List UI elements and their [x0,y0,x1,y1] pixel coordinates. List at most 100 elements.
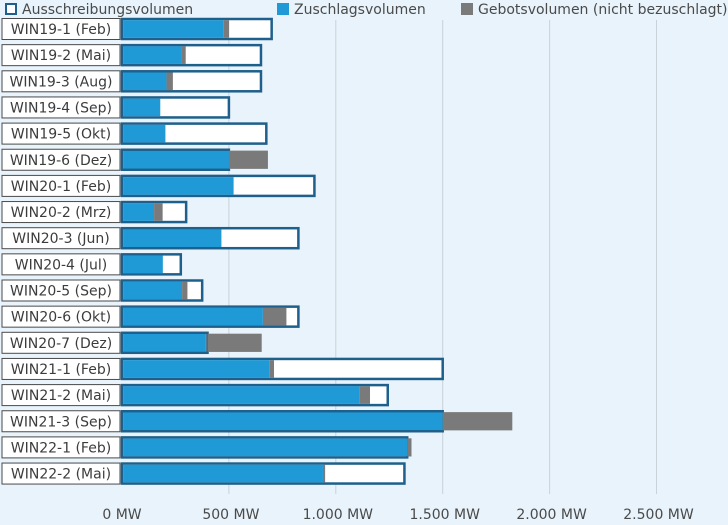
unawarded-bar-inner [166,72,173,91]
category-label-text: WIN20-1 (Feb) [11,179,111,195]
bar-group-5 [120,148,268,171]
bar-group-1 [120,43,263,67]
category-label-text: WIN20-5 (Sep) [10,284,112,300]
bar-group-7 [120,200,188,224]
category-label-2: WIN19-3 (Aug) [1,70,121,93]
x-tick-label-0: 0 MW [102,507,141,523]
category-label-11: WIN20-6 (Okt) [1,305,121,328]
category-label-text: WIN19-1 (Feb) [11,22,111,38]
category-label-14: WIN21-2 (Mai) [1,384,121,407]
awarded-bar [123,20,224,38]
awarded-bar [123,412,443,431]
legend-swatch-1 [277,3,289,15]
unawarded-bar-inner [269,360,275,378]
bar-group-3 [120,96,231,119]
category-label-text: WIN20-3 (Jun) [12,231,109,247]
category-label-box [1,436,121,459]
awarded-bar [123,386,360,404]
x-tick-label-3: 1.500 MW [409,507,480,523]
category-label-text: WIN20-6 (Okt) [11,310,111,326]
unawarded-bar-inner [182,281,188,300]
category-label-9: WIN20-4 (Jul) [1,253,121,276]
awarded-bar [123,307,263,326]
bar-group-0 [120,17,273,41]
unawarded-bar-inner [154,203,163,221]
category-label-box [1,227,121,250]
unawarded-bar-inner [359,386,371,404]
legend: Ausschreibungsvolumen Zuschlagsvolumen Geb… [5,2,728,18]
x-tick-label-2: 1.000 MW [303,507,374,523]
category-label-text: WIN19-3 (Aug) [10,74,113,90]
awarded-bar [123,360,270,378]
legend-swatch-0 [5,3,17,15]
category-label-box [1,201,121,224]
x-tick-label-1: 500 MW [202,507,259,523]
bar-group-12 [120,331,262,355]
category-label-box [1,122,121,145]
x-tick-label-4: 2.000 MW [516,507,587,523]
x-tick-label-5: 2.500 MW [623,507,694,523]
category-labels: WIN19-1 (Feb) WIN19-2 (Mai) WIN19-3 (Aug) W… [1,18,121,485]
category-label-0: WIN19-1 (Feb) [1,18,121,40]
category-label-13: WIN21-1 (Feb) [1,357,121,380]
category-label-17: WIN22-2 (Mai) [1,462,121,485]
awarded-bar [123,72,167,91]
bar-group-8 [120,226,300,250]
category-label-box [1,148,121,171]
bars [120,17,513,485]
awarded-bar [123,98,161,117]
awarded-bar [123,438,408,457]
category-label-box [1,357,121,380]
bar-group-13 [120,357,444,381]
category-label-text: WIN19-4 (Sep) [10,100,112,116]
category-label-text: WIN22-2 (Mai) [11,467,111,483]
category-label-12: WIN20-7 (Dez) [1,331,121,354]
category-label-box [1,305,121,328]
category-label-text: WIN20-2 (Mrz) [11,205,112,221]
unawarded-bar-outer [442,412,513,431]
bar-group-6 [120,174,316,198]
legend-swatch-2 [461,3,473,15]
category-label-1: WIN19-2 (Mai) [1,44,121,67]
unawarded-bar-inner [223,20,230,38]
category-label-16: WIN22-1 (Feb) [1,436,121,459]
category-label-box [1,44,121,67]
category-label-10: WIN20-5 (Sep) [1,279,121,302]
bar-group-2 [120,70,263,93]
category-label-box [1,96,121,119]
category-label-box [1,253,121,276]
awarded-bar [123,46,182,64]
category-label-text: WIN19-2 (Mai) [11,48,111,64]
category-label-5: WIN19-6 (Dez) [1,148,121,171]
category-label-text: WIN19-6 (Dez) [10,153,112,169]
category-label-box [1,462,121,485]
category-label-box [1,279,121,302]
category-label-6: WIN20-1 (Feb) [1,174,121,197]
bar-group-14 [120,383,390,407]
awarded-bar [123,203,155,221]
category-label-text: WIN20-7 (Dez) [10,336,112,352]
bar-group-11 [120,305,300,328]
bar-group-4 [120,122,268,145]
category-label-box [1,410,121,433]
category-label-box [1,174,121,197]
category-label-text: WIN20-4 (Jul) [15,257,107,273]
category-label-text: WIN19-5 (Okt) [11,127,111,143]
category-label-7: WIN20-2 (Mrz) [1,201,121,224]
category-label-box [1,70,121,93]
x-axis-ticks: 0 MW 500 MW 1.000 MW 1.500 MW 2.000 MW 2.500 … [102,507,694,523]
awarded-bar [123,464,323,483]
category-label-box [1,384,121,407]
category-label-4: WIN19-5 (Okt) [1,122,121,145]
bar-group-17 [120,462,406,485]
category-label-text: WIN21-2 (Mai) [11,388,111,404]
category-label-text: WIN22-1 (Feb) [11,440,111,456]
bar-group-10 [120,279,204,302]
legend-label-2: Gebotsvolumen (nicht bezuschlagt) [478,2,728,18]
legend-label-1: Zuschlagsvolumen [294,2,426,18]
bar-group-16 [120,436,412,459]
category-label-15: WIN21-3 (Sep) [1,410,121,433]
category-label-3: WIN19-4 (Sep) [1,96,121,119]
awarded-bar [123,281,183,300]
